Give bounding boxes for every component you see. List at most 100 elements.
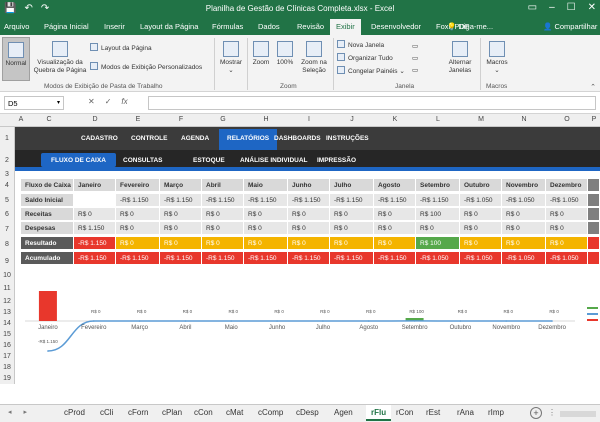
table-cell[interactable]: R$ 0 xyxy=(416,222,460,235)
month-header[interactable]: Agosto xyxy=(374,179,416,192)
subnav-analise-individual[interactable]: ANÁLISE INDIVIDUAL xyxy=(240,157,308,164)
row-header[interactable]: 11 xyxy=(0,281,15,296)
nav-cadastro[interactable]: CADASTRO xyxy=(81,135,118,142)
month-header[interactable]: Setembro xyxy=(416,179,460,192)
row-label[interactable]: Resultado xyxy=(21,237,74,250)
table-cell[interactable]: R$ 0 xyxy=(460,208,502,221)
table-cell[interactable]: R$ 0 xyxy=(202,222,244,235)
chart-bar[interactable] xyxy=(38,291,57,321)
table-cell[interactable]: -R$ 1.050 xyxy=(502,252,546,265)
chart-point[interactable] xyxy=(47,350,49,352)
row-header[interactable]: 15 xyxy=(0,329,15,340)
table-cell[interactable]: -R$ 1.150 xyxy=(244,194,288,207)
undo-icon[interactable]: ↶ xyxy=(24,3,33,14)
table-cell[interactable]: R$ 0 xyxy=(546,222,588,235)
column-header[interactable]: L xyxy=(436,116,440,123)
chart-point[interactable] xyxy=(413,320,416,322)
ribbon-options-icon[interactable]: ▭ xyxy=(527,2,538,13)
row-header[interactable]: 17 xyxy=(0,351,15,362)
sheet-tab-ccomp[interactable]: cComp xyxy=(258,408,284,417)
tab-revisao[interactable]: Revisão xyxy=(297,22,325,31)
table-cell[interactable]: R$ 0 xyxy=(374,222,416,235)
row-header[interactable]: 13 xyxy=(0,307,15,318)
minimize-icon[interactable]: – xyxy=(549,2,555,13)
table-cell[interactable] xyxy=(74,194,116,207)
chart-point[interactable] xyxy=(322,320,324,322)
table-cell[interactable]: R$ 0 xyxy=(116,222,160,235)
share-button[interactable]: 👤 Compartilhar xyxy=(543,22,598,31)
table-cell[interactable]: R$ 0 xyxy=(330,208,374,221)
table-cell[interactable]: -R$ 1.050 xyxy=(416,252,460,265)
column-header[interactable]: P xyxy=(591,116,597,123)
month-header[interactable]: Abril xyxy=(202,179,244,192)
column-header[interactable]: D xyxy=(92,116,98,123)
table-cell[interactable]: -R$ 1.050 xyxy=(546,194,588,207)
month-header[interactable]: Outubro xyxy=(460,179,502,192)
sheet-tab-ccon[interactable]: cCon xyxy=(194,408,213,417)
horizontal-scrollbar[interactable] xyxy=(560,411,596,417)
table-cell[interactable]: -R$ 1.150 xyxy=(244,252,288,265)
month-header[interactable]: Fevereiro xyxy=(116,179,160,192)
table-cell[interactable]: R$ 0 xyxy=(244,222,288,235)
table-cell[interactable]: -R$ 1.150 xyxy=(374,252,416,265)
chart-point[interactable] xyxy=(367,320,370,322)
show-button[interactable]: Mostrar ⌄ xyxy=(217,37,245,81)
more-options-icon[interactable]: ⋮ xyxy=(548,408,556,417)
table-cell[interactable]: R$ 0 xyxy=(546,237,588,250)
row-header[interactable]: 16 xyxy=(0,340,15,351)
table-cell[interactable]: -R$ 1.150 xyxy=(116,252,160,265)
table-cell[interactable]: -R$ 1.150 xyxy=(202,252,244,265)
custom-views-button[interactable]: Modos de Exibição Personalizados xyxy=(90,62,202,72)
sheet-tab-cdesp[interactable]: cDesp xyxy=(296,408,319,417)
sheet-tab-rest[interactable]: rEst xyxy=(426,408,441,417)
cash-flow-chart[interactable]: Janeiro -R$ 1.150 Fevereiro R$ 0 Março R$ 0 Ab… xyxy=(15,275,600,395)
table-cell[interactable]: R$ 0 xyxy=(116,208,160,221)
month-header[interactable]: Julho xyxy=(330,179,374,192)
page-break-view-button[interactable]: Visualização da Quebra de Página xyxy=(32,37,88,81)
tell-me-search[interactable]: 💡 Diga-me... xyxy=(447,22,494,31)
zoom-100-button[interactable]: 100% xyxy=(274,37,296,81)
chart-point[interactable] xyxy=(551,320,553,322)
nav-instrucoes[interactable]: INSTRUÇÕES xyxy=(326,135,369,142)
table-cell[interactable]: R$ 0 xyxy=(202,208,244,221)
table-cell[interactable]: R$ 0 xyxy=(460,222,502,235)
row-header[interactable]: 3 xyxy=(0,171,15,178)
add-sheet-button[interactable]: + xyxy=(530,407,542,419)
sheet-tab-rcon[interactable]: rCon xyxy=(396,408,414,417)
table-cell[interactable]: -R$ 1.150 xyxy=(288,194,330,207)
maximize-icon[interactable]: ☐ xyxy=(566,2,576,13)
chart-series-line[interactable] xyxy=(47,320,553,352)
column-header[interactable]: M xyxy=(478,116,484,123)
row-header[interactable]: 5 xyxy=(0,194,15,208)
tab-dados[interactable]: Dados xyxy=(258,22,280,31)
tab-foxit[interactable]: Foxit PDF xyxy=(436,22,470,31)
table-cell[interactable]: -R$ 1.150 xyxy=(74,252,116,265)
sheet-tab-cplan[interactable]: cPlan xyxy=(162,408,183,417)
column-header[interactable]: O xyxy=(564,116,570,123)
row-header[interactable]: 7 xyxy=(0,222,15,237)
sheet-tab-rflu[interactable]: rFlu xyxy=(366,405,392,421)
month-header[interactable]: Março xyxy=(160,179,202,192)
table-cell[interactable]: R$ 0 xyxy=(288,208,330,221)
table-cell[interactable]: R$ 0 xyxy=(460,237,502,250)
chart-bar[interactable] xyxy=(405,318,424,321)
table-cell[interactable]: R$ 0 xyxy=(74,208,116,221)
month-header[interactable]: Junho xyxy=(288,179,330,192)
reset-position-icon[interactable]: ▭ xyxy=(412,67,419,74)
table-cell[interactable]: -R$ 1.150 xyxy=(288,252,330,265)
tab-inserir[interactable]: Inserir xyxy=(104,22,125,31)
column-header[interactable]: A xyxy=(18,116,24,123)
new-window-button[interactable]: Nova Janela xyxy=(337,40,384,50)
tab-layout[interactable]: Layout da Página xyxy=(140,22,199,31)
table-cell[interactable]: R$ 0 xyxy=(502,237,546,250)
column-header[interactable]: H xyxy=(263,116,269,123)
table-corner-header[interactable]: Fluxo de Caixa xyxy=(21,179,74,192)
column-header[interactable]: F xyxy=(178,116,184,123)
enter-icon[interactable]: ✓ xyxy=(104,97,112,106)
tab-desenvolvedor[interactable]: Desenvolvedor xyxy=(371,22,422,31)
chart-point[interactable] xyxy=(459,320,462,322)
table-cell[interactable]: R$ 0 xyxy=(546,208,588,221)
table-cell[interactable]: -R$ 1.050 xyxy=(460,252,502,265)
cancel-icon[interactable]: ✕ xyxy=(88,97,95,106)
row-header[interactable]: 2 xyxy=(0,150,15,171)
